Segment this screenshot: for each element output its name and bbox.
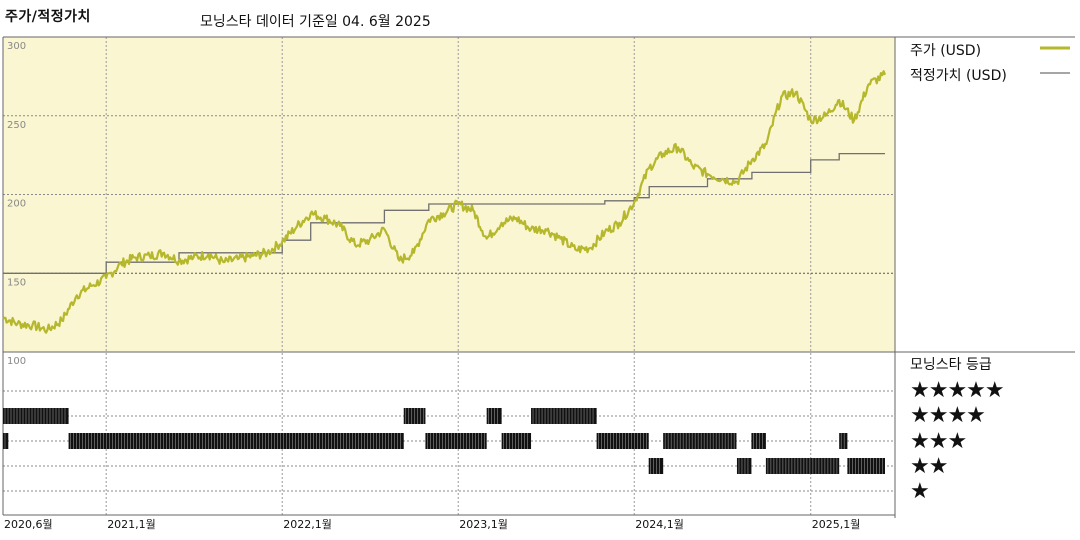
rating-band-3-stars bbox=[501, 433, 532, 449]
x-tick-label: 2022,1월 bbox=[283, 518, 332, 531]
y-tick-label: 100 bbox=[7, 356, 26, 367]
y-tick-label: 250 bbox=[7, 120, 26, 131]
y-tick-label: 150 bbox=[7, 277, 26, 288]
rating-band-4-stars bbox=[3, 408, 69, 424]
rating-legend-title: 모닝스타 등급 bbox=[910, 357, 992, 373]
rating-row-5-stars: ★★★★★ bbox=[910, 378, 1005, 403]
x-tick-label: 2023,1월 bbox=[459, 518, 508, 531]
rating-band-3-stars bbox=[3, 433, 9, 449]
price-line bbox=[2, 70, 887, 334]
rating-band-3-stars bbox=[425, 433, 487, 449]
rating-band-3-stars bbox=[839, 433, 848, 449]
rating-row-2-stars: ★★ bbox=[910, 454, 948, 479]
rating-row-3-stars: ★★★ bbox=[910, 429, 967, 454]
x-tick-label: 2024,1월 bbox=[635, 518, 684, 531]
rating-band-4-stars bbox=[531, 408, 597, 424]
x-tick-label: 2025,1월 bbox=[812, 518, 861, 531]
y-tick-label: 300 bbox=[7, 41, 26, 52]
fair-value-line bbox=[3, 152, 885, 274]
legend-price-label: 주가 (USD) bbox=[910, 43, 982, 59]
chart-title: 주가/적정가치 bbox=[5, 9, 91, 25]
x-tick-label: 2021,1월 bbox=[107, 518, 156, 531]
rating-row-4-stars: ★★★★ bbox=[910, 403, 986, 428]
legend-fair-label: 적정가치 (USD) bbox=[910, 68, 1007, 84]
rating-band-3-stars bbox=[68, 433, 404, 449]
rating-row-1-stars: ★ bbox=[910, 479, 930, 504]
chart-subtitle: 모닝스타 데이터 기준일 04. 6월 2025 bbox=[200, 14, 431, 30]
x-tick-label: 2020,6월 bbox=[4, 518, 53, 531]
rating-band-2-stars bbox=[765, 458, 840, 474]
y-tick-label: 200 bbox=[7, 199, 26, 210]
rating-band-3-stars bbox=[663, 433, 737, 449]
rating-band-2-stars bbox=[847, 458, 885, 474]
